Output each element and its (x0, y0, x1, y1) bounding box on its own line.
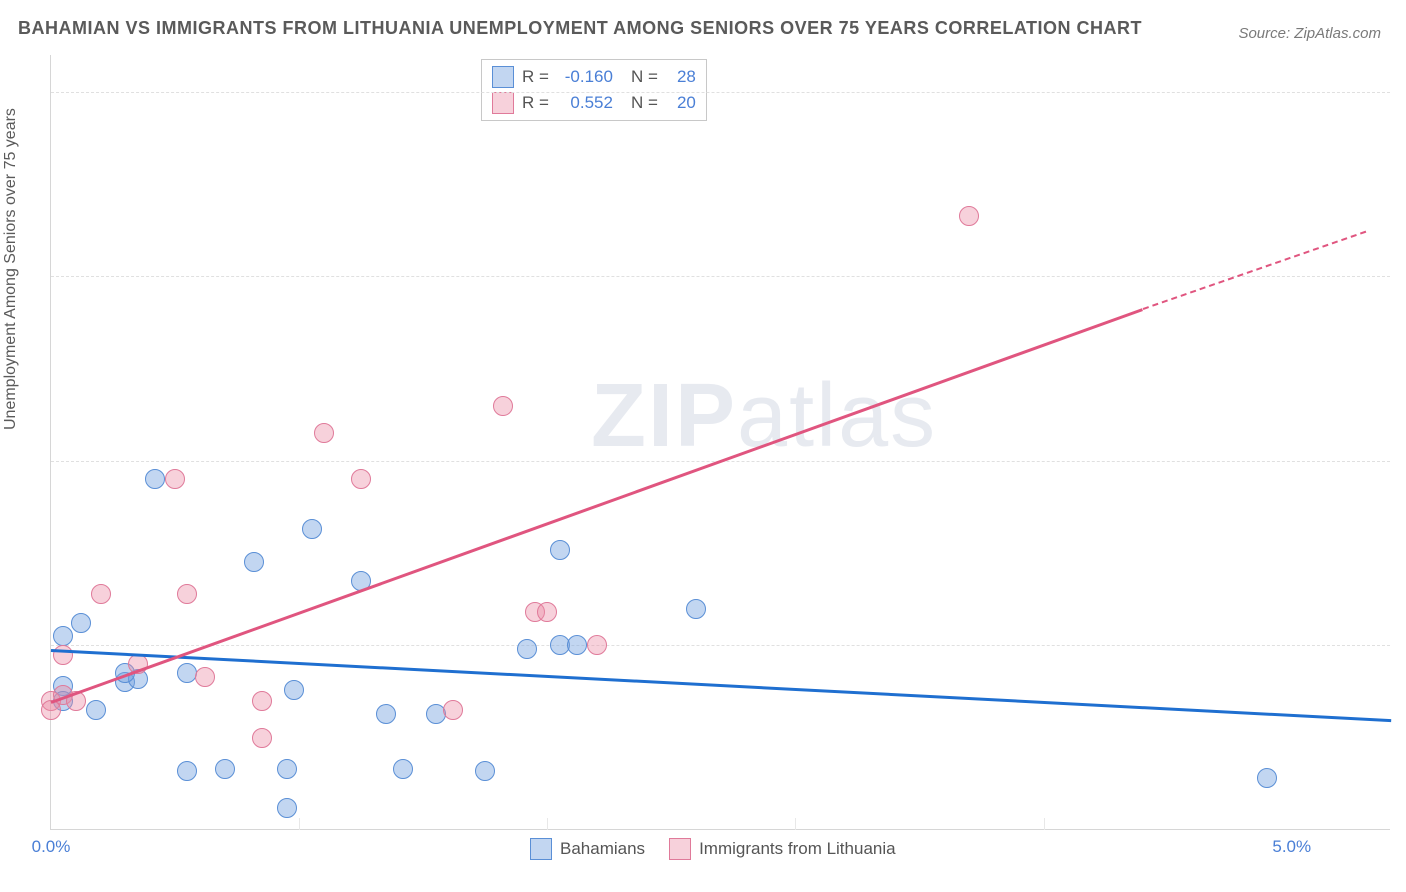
bottom-legend: Bahamians Immigrants from Lithuania (530, 838, 896, 860)
trend-line (51, 649, 1391, 722)
scatter-point (91, 584, 111, 604)
legend-label: Immigrants from Lithuania (699, 839, 896, 859)
source-attribution: Source: ZipAtlas.com (1238, 25, 1381, 42)
legend-label: Bahamians (560, 839, 645, 859)
stat-r-label: R = (522, 93, 549, 113)
gridline-horizontal (51, 276, 1390, 277)
scatter-point (165, 469, 185, 489)
gridline-vertical (1044, 818, 1045, 830)
scatter-point (517, 639, 537, 659)
scatter-point (351, 469, 371, 489)
stat-n-value: 20 (666, 93, 696, 113)
scatter-point (277, 759, 297, 779)
legend-stats-row: R = 0.552 N = 20 (492, 90, 696, 116)
x-tick-label: 0.0% (32, 837, 71, 857)
scatter-point (314, 423, 334, 443)
stat-n-value: 28 (666, 67, 696, 87)
scatter-point (195, 667, 215, 687)
legend-swatch (492, 92, 514, 114)
scatter-point (443, 700, 463, 720)
scatter-point (177, 584, 197, 604)
scatter-point (145, 469, 165, 489)
scatter-point (244, 552, 264, 572)
scatter-point (686, 599, 706, 619)
gridline-vertical (299, 818, 300, 830)
stat-r-label: R = (522, 67, 549, 87)
legend-item: Immigrants from Lithuania (669, 838, 896, 860)
scatter-point (252, 728, 272, 748)
stat-r-value: -0.160 (557, 67, 613, 87)
scatter-point (393, 759, 413, 779)
scatter-point (53, 626, 73, 646)
scatter-point (550, 540, 570, 560)
legend-swatch (492, 66, 514, 88)
stat-n-label: N = (631, 93, 658, 113)
y-axis-label: Unemployment Among Seniors over 75 years (2, 108, 20, 430)
legend-swatch (669, 838, 691, 860)
scatter-point (376, 704, 396, 724)
scatter-point (567, 635, 587, 655)
scatter-point (53, 645, 73, 665)
watermark: ZIPatlas (591, 365, 937, 468)
plot-area: ZIPatlas R =-0.160N =28R =0.552N =20 10.… (50, 55, 1390, 830)
legend-stats-box: R = -0.160 N = 28 R = 0.552 N = 20 (481, 59, 707, 121)
stat-r-value: 0.552 (557, 93, 613, 113)
chart-title: BAHAMIAN VS IMMIGRANTS FROM LITHUANIA UN… (18, 18, 1142, 39)
scatter-point (493, 396, 513, 416)
scatter-point (277, 798, 297, 818)
trend-line-extrapolated (1143, 230, 1367, 309)
x-tick-label: 5.0% (1272, 837, 1311, 857)
scatter-point (215, 759, 235, 779)
stat-n-label: N = (631, 67, 658, 87)
scatter-point (71, 613, 91, 633)
scatter-point (587, 635, 607, 655)
gridline-vertical (795, 818, 796, 830)
watermark-light: atlas (737, 366, 937, 466)
gridline-vertical (547, 818, 548, 830)
scatter-point (177, 761, 197, 781)
scatter-point (959, 206, 979, 226)
scatter-point (284, 680, 304, 700)
legend-item: Bahamians (530, 838, 645, 860)
gridline-horizontal (51, 645, 1390, 646)
scatter-point (86, 700, 106, 720)
scatter-point (537, 602, 557, 622)
gridline-horizontal (51, 92, 1390, 93)
scatter-point (1257, 768, 1277, 788)
scatter-point (302, 519, 322, 539)
scatter-point (252, 691, 272, 711)
scatter-point (475, 761, 495, 781)
legend-stats-row: R = -0.160 N = 28 (492, 64, 696, 90)
legend-swatch (530, 838, 552, 860)
watermark-bold: ZIP (591, 366, 737, 466)
